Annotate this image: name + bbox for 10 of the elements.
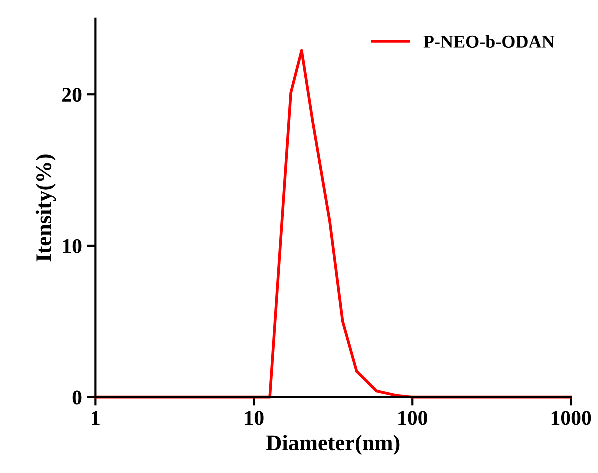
x-tick-label: 100 xyxy=(398,411,428,426)
y-tick-label: 10 xyxy=(63,239,82,254)
x-tick-label: 10 xyxy=(245,411,264,426)
y-tick-label: 20 xyxy=(62,88,82,102)
legend-label: P-NEO-b-ODAN xyxy=(424,35,555,48)
x-axis-title: Diameter(nm) xyxy=(266,434,400,456)
x-tick-label: 1000 xyxy=(552,411,592,426)
x-tick-label: 1 xyxy=(92,411,100,425)
y-tick-label: 0 xyxy=(72,390,82,405)
y-axis-title: Itensity(%) xyxy=(36,154,56,262)
